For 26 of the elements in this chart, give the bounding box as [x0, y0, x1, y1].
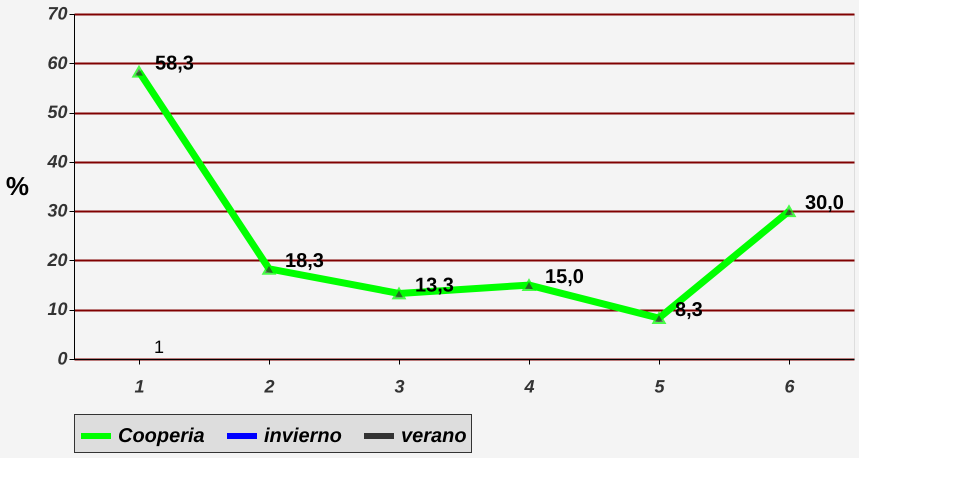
y-tick-label: 30 — [47, 200, 68, 221]
legend-label: verano — [401, 425, 467, 447]
x-tick-label: 1 — [134, 376, 145, 396]
point — [652, 312, 666, 324]
x-tick-label: 2 — [263, 376, 275, 396]
y-tick-label: 60 — [47, 52, 68, 73]
y-axis-title: % — [6, 171, 30, 201]
point — [522, 279, 536, 292]
point — [392, 288, 406, 300]
point — [132, 66, 146, 78]
legend-label: Cooperia — [118, 425, 205, 447]
y-tick-label: 70 — [47, 4, 68, 24]
point — [262, 262, 276, 275]
y-tick-label: 0 — [57, 348, 68, 368]
x-tick-label: 6 — [784, 376, 796, 396]
data-label: 15,0 — [545, 266, 584, 288]
y-tick-label: 20 — [46, 250, 68, 270]
x-tick-label: 4 — [523, 376, 535, 396]
legend-label: invierno — [264, 425, 342, 447]
y-tick-label: 40 — [46, 151, 68, 172]
y-tick-label: 10 — [47, 299, 68, 320]
y-tick-label: 50 — [47, 102, 68, 122]
x-tick-label: 3 — [394, 376, 405, 396]
data-label: 30,0 — [805, 192, 844, 214]
annotation: 1 — [154, 337, 164, 357]
x-tick-label: 5 — [654, 376, 666, 396]
